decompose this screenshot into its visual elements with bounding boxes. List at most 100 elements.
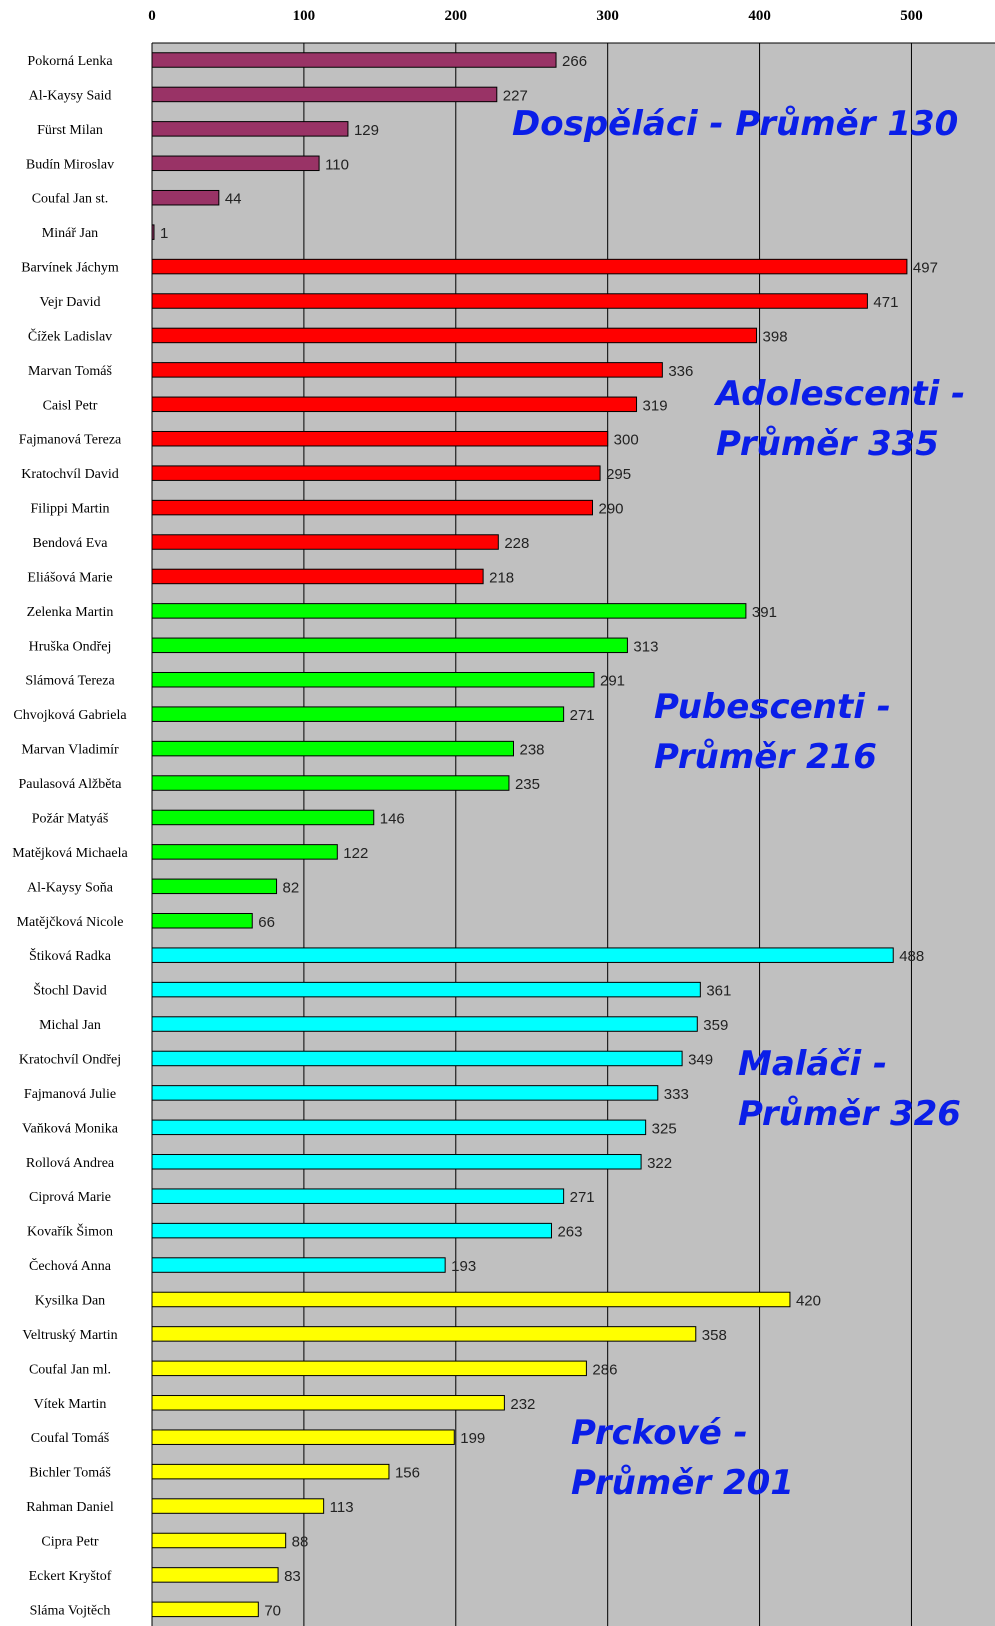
bar — [151, 430, 609, 447]
bar — [151, 1119, 647, 1136]
category-labels: Pokorná Lenka Al-Kaysy Said Fürst Milan Bud… — [12, 54, 128, 1618]
bar — [151, 1395, 505, 1411]
value-label: 359 — [703, 1017, 728, 1034]
bar — [151, 1016, 698, 1032]
value-label: 319 — [643, 397, 668, 414]
category-label: Budín Miroslav — [26, 157, 114, 172]
value-label: 300 — [614, 432, 639, 449]
category-label: Hruška Ondřej — [29, 639, 112, 654]
bar — [151, 706, 565, 722]
value-label: 156 — [395, 1465, 420, 1482]
category-label: Požár Matyáš — [32, 811, 109, 826]
bar — [151, 1360, 587, 1377]
bar — [151, 568, 484, 585]
group-label: Pubescenti - — [654, 687, 891, 727]
category-label: Filippi Martin — [31, 502, 110, 517]
category-label: Rollová Andrea — [26, 1156, 115, 1171]
group-labels: Dospěláci - Průměr 130 Adolescenti - Průmě… — [512, 104, 965, 1503]
group-label: Průměr 326 — [738, 1094, 961, 1134]
bar — [151, 189, 220, 206]
bar — [151, 327, 758, 344]
value-label: 325 — [652, 1120, 677, 1137]
category-label: Marvan Tomáš — [28, 364, 112, 379]
x-tick-label: 400 — [748, 8, 771, 24]
bar — [151, 1532, 287, 1549]
bar — [151, 1222, 552, 1239]
category-label: Minář Jan — [42, 226, 98, 241]
bar — [151, 775, 510, 791]
bar — [151, 740, 515, 757]
bar — [151, 981, 701, 998]
category-label: Michal Jan — [39, 1018, 101, 1033]
category-label: Eliášová Marie — [27, 570, 112, 585]
value-label: 129 — [354, 122, 379, 139]
value-label: 238 — [520, 742, 545, 759]
bar — [151, 913, 253, 929]
value-label: 290 — [598, 501, 623, 518]
category-label: Matějková Michaela — [12, 846, 128, 861]
value-label: 336 — [668, 363, 693, 380]
bar — [151, 1085, 659, 1101]
value-label: 218 — [489, 569, 514, 586]
bar — [151, 52, 557, 68]
group-label: Prckové - — [571, 1413, 748, 1453]
value-label: 391 — [752, 604, 777, 621]
category-label: Al-Kaysy Said — [29, 88, 112, 103]
category-label: Bendová Eva — [32, 536, 108, 551]
bar — [151, 844, 338, 860]
bar — [151, 224, 155, 240]
bar — [151, 293, 868, 309]
category-label: Fajmanová Tereza — [19, 433, 122, 448]
value-label: 291 — [600, 673, 625, 690]
value-label: 83 — [284, 1568, 301, 1585]
group-label: Dospěláci - Průměr 130 — [512, 104, 958, 144]
category-label: Fajmanová Julie — [24, 1087, 116, 1102]
category-label: Kratochvíl David — [21, 467, 119, 482]
value-label: 488 — [899, 948, 924, 965]
value-label: 232 — [510, 1396, 535, 1413]
category-label: Bichler Tomáš — [29, 1466, 111, 1481]
value-label: 66 — [258, 914, 275, 931]
bar — [151, 1154, 642, 1170]
value-label: 1 — [160, 225, 168, 242]
value-label: 193 — [451, 1258, 476, 1275]
category-label: Kysilka Dan — [35, 1293, 105, 1308]
value-label: 70 — [264, 1602, 281, 1619]
category-label: Slámová Tereza — [25, 674, 115, 689]
value-label: 322 — [647, 1155, 672, 1172]
category-label: Al-Kaysy Soňa — [27, 880, 114, 895]
x-tick-label: 500 — [900, 8, 923, 24]
bar — [151, 1257, 446, 1273]
category-label: Coufal Tomáš — [31, 1431, 110, 1446]
value-label: 44 — [225, 191, 242, 208]
value-label: 122 — [343, 845, 368, 862]
category-label: Coufal Jan ml. — [29, 1362, 111, 1377]
value-label: 497 — [913, 260, 938, 277]
value-label: 358 — [702, 1327, 727, 1344]
value-label: 266 — [562, 53, 587, 70]
group-label: Průměr 335 — [716, 424, 939, 464]
category-label: Vejr David — [39, 295, 100, 310]
category-label: Štochl David — [33, 982, 107, 999]
value-label: 286 — [592, 1361, 617, 1378]
value-label: 349 — [688, 1051, 713, 1068]
category-label: Pokorná Lenka — [27, 54, 113, 69]
value-label: 333 — [664, 1086, 689, 1103]
value-label: 227 — [503, 87, 528, 104]
value-label: 471 — [873, 294, 898, 311]
bar — [151, 1567, 279, 1583]
category-label: Vítek Martin — [34, 1397, 107, 1412]
category-label: Paulasová Alžběta — [18, 777, 122, 792]
value-label: 146 — [380, 810, 405, 827]
value-label: 263 — [557, 1224, 582, 1241]
value-label: 361 — [706, 983, 731, 1000]
bar — [151, 1326, 697, 1342]
category-label: Čížek Ladislav — [28, 327, 112, 344]
bar — [151, 396, 638, 413]
x-tick-label: 0 — [148, 8, 156, 24]
category-label: Sláma Vojtěch — [30, 1603, 111, 1618]
bar — [151, 155, 320, 172]
x-tick-label: 100 — [293, 8, 316, 24]
category-label: Štiková Radka — [29, 947, 112, 964]
